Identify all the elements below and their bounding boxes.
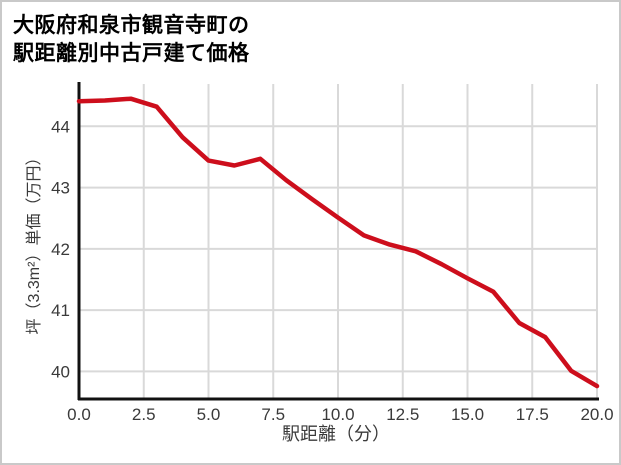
x-tick-label: 15.0 <box>451 405 484 424</box>
x-tick-label: 2.5 <box>132 405 156 424</box>
x-tick-label: 12.5 <box>386 405 419 424</box>
x-tick-label: 0.0 <box>67 405 91 424</box>
y-tick-label: 41 <box>51 301 70 320</box>
chart-title: 大阪府和泉市観音寺町の 駅距離別中古戸建て価格 <box>13 12 250 68</box>
chart-title-line-1: 大阪府和泉市観音寺町の <box>13 14 250 37</box>
x-tick-label: 17.5 <box>516 405 549 424</box>
y-tick-label: 42 <box>51 240 70 259</box>
price-line <box>76 96 600 389</box>
x-axis-label: 駅距離（分） <box>282 424 390 444</box>
x-tick-label: 10.0 <box>321 405 354 424</box>
x-tick-label: 20.0 <box>580 405 613 424</box>
y-tick-label: 40 <box>51 362 70 381</box>
x-tick-label: 7.5 <box>261 405 285 424</box>
y-tick-label: 43 <box>51 179 70 198</box>
x-tick-label: 5.0 <box>197 405 221 424</box>
y-tick-label: 44 <box>51 117 70 136</box>
chart-title-line-2: 駅距離別中古戸建て価格 <box>13 42 250 65</box>
